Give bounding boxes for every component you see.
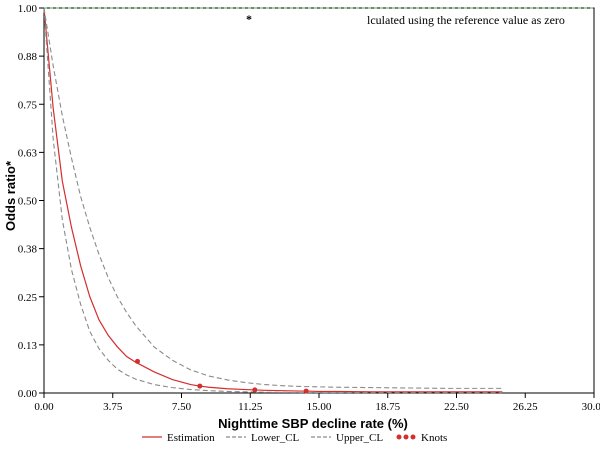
legend-label-lower-cl: Lower_CL	[251, 432, 300, 444]
legend-swatch-knots	[410, 434, 416, 440]
knot-point	[252, 387, 258, 393]
y-tick-label: 0.13	[18, 340, 38, 352]
plot-area	[43, 7, 595, 394]
y-tick-label: 0.63	[18, 147, 38, 159]
x-tick-label: 0.00	[34, 401, 54, 413]
x-tick-label: 18.75	[375, 401, 400, 413]
y-tick-label: 0.38	[18, 244, 38, 256]
legend: Estimation Lower_CL Upper_CL Knots	[142, 432, 447, 444]
series-layer	[43, 7, 503, 394]
x-axis-title: Nighttime SBP decline rate (%)	[218, 416, 408, 431]
x-axis-ticks: 0.00 3.75 7.50 11.25 15.00 18.75 22.50 26.25 30.…	[34, 393, 600, 413]
knot-point	[197, 383, 203, 389]
series-line-lower-cl	[43, 7, 503, 394]
y-axis-title: Odds ratio*	[3, 160, 18, 231]
y-tick-label: 0.75	[18, 99, 38, 111]
x-tick-label: 30.00	[582, 401, 600, 413]
x-tick-label: 11.25	[238, 401, 263, 413]
x-tick-label: 26.25	[513, 401, 538, 413]
knot-point	[303, 388, 309, 394]
series-line-upper-cl	[43, 7, 503, 389]
knots-layer	[135, 358, 309, 394]
y-tick-label: 0.88	[18, 51, 38, 63]
legend-label-knots: Knots	[421, 432, 447, 444]
series-line-estimation	[43, 7, 503, 393]
legend-swatch-knots	[396, 434, 402, 440]
y-tick-label: 1.00	[18, 3, 38, 15]
legend-label-estimation: Estimation	[167, 432, 215, 444]
annotation-text: lculated using the reference value as ze…	[367, 13, 565, 27]
legend-swatch-knots	[403, 434, 409, 440]
legend-label-upper-cl: Upper_CL	[336, 432, 383, 444]
y-tick-label: 0.00	[18, 388, 38, 400]
knot-point	[135, 358, 140, 364]
y-tick-label: 0.50	[18, 196, 38, 208]
annotation-marker: *	[246, 12, 252, 26]
x-tick-label: 3.75	[103, 401, 123, 413]
x-tick-label: 15.00	[307, 401, 332, 413]
y-tick-label: 0.25	[18, 292, 38, 304]
plot-frame-border	[43, 7, 595, 394]
x-tick-label: 22.50	[444, 401, 469, 413]
y-axis-ticks: 0.00 0.13 0.25 0.38 0.50 0.63 0.75 0.88 1.00	[18, 3, 44, 400]
x-tick-label: 7.50	[172, 401, 192, 413]
